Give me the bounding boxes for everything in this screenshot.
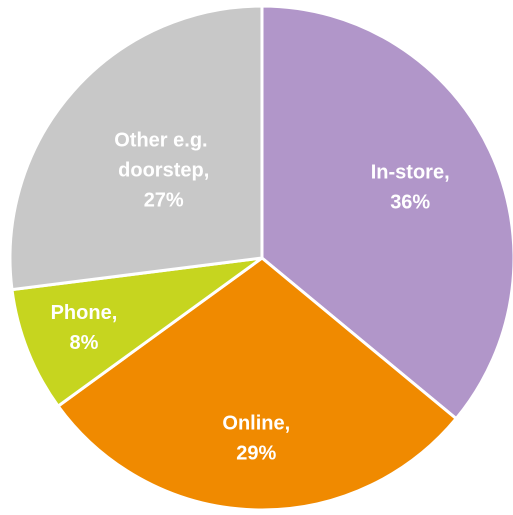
category-label: Online, [222, 413, 290, 435]
category-label-line: Online, [222, 413, 290, 435]
category-label-line: In-store, [371, 162, 450, 184]
category-label-line: Other e.g. [114, 130, 213, 152]
pie-slice [56, 256, 459, 512]
value-label: 29% [236, 443, 276, 465]
category-label-line: doorstep, [118, 160, 209, 182]
pie-slice [8, 4, 264, 292]
category-label: In-store, [371, 162, 450, 184]
category-label: Other e.g. doorstep, [114, 130, 213, 182]
value-label: 27% [144, 190, 184, 212]
pie-slice [260, 4, 513, 421]
category-label: Phone, [51, 302, 118, 324]
category-label-line: Phone, [51, 302, 118, 324]
pie-slice [10, 256, 263, 409]
value-label: 8% [69, 332, 98, 354]
value-label: 36% [390, 192, 430, 214]
